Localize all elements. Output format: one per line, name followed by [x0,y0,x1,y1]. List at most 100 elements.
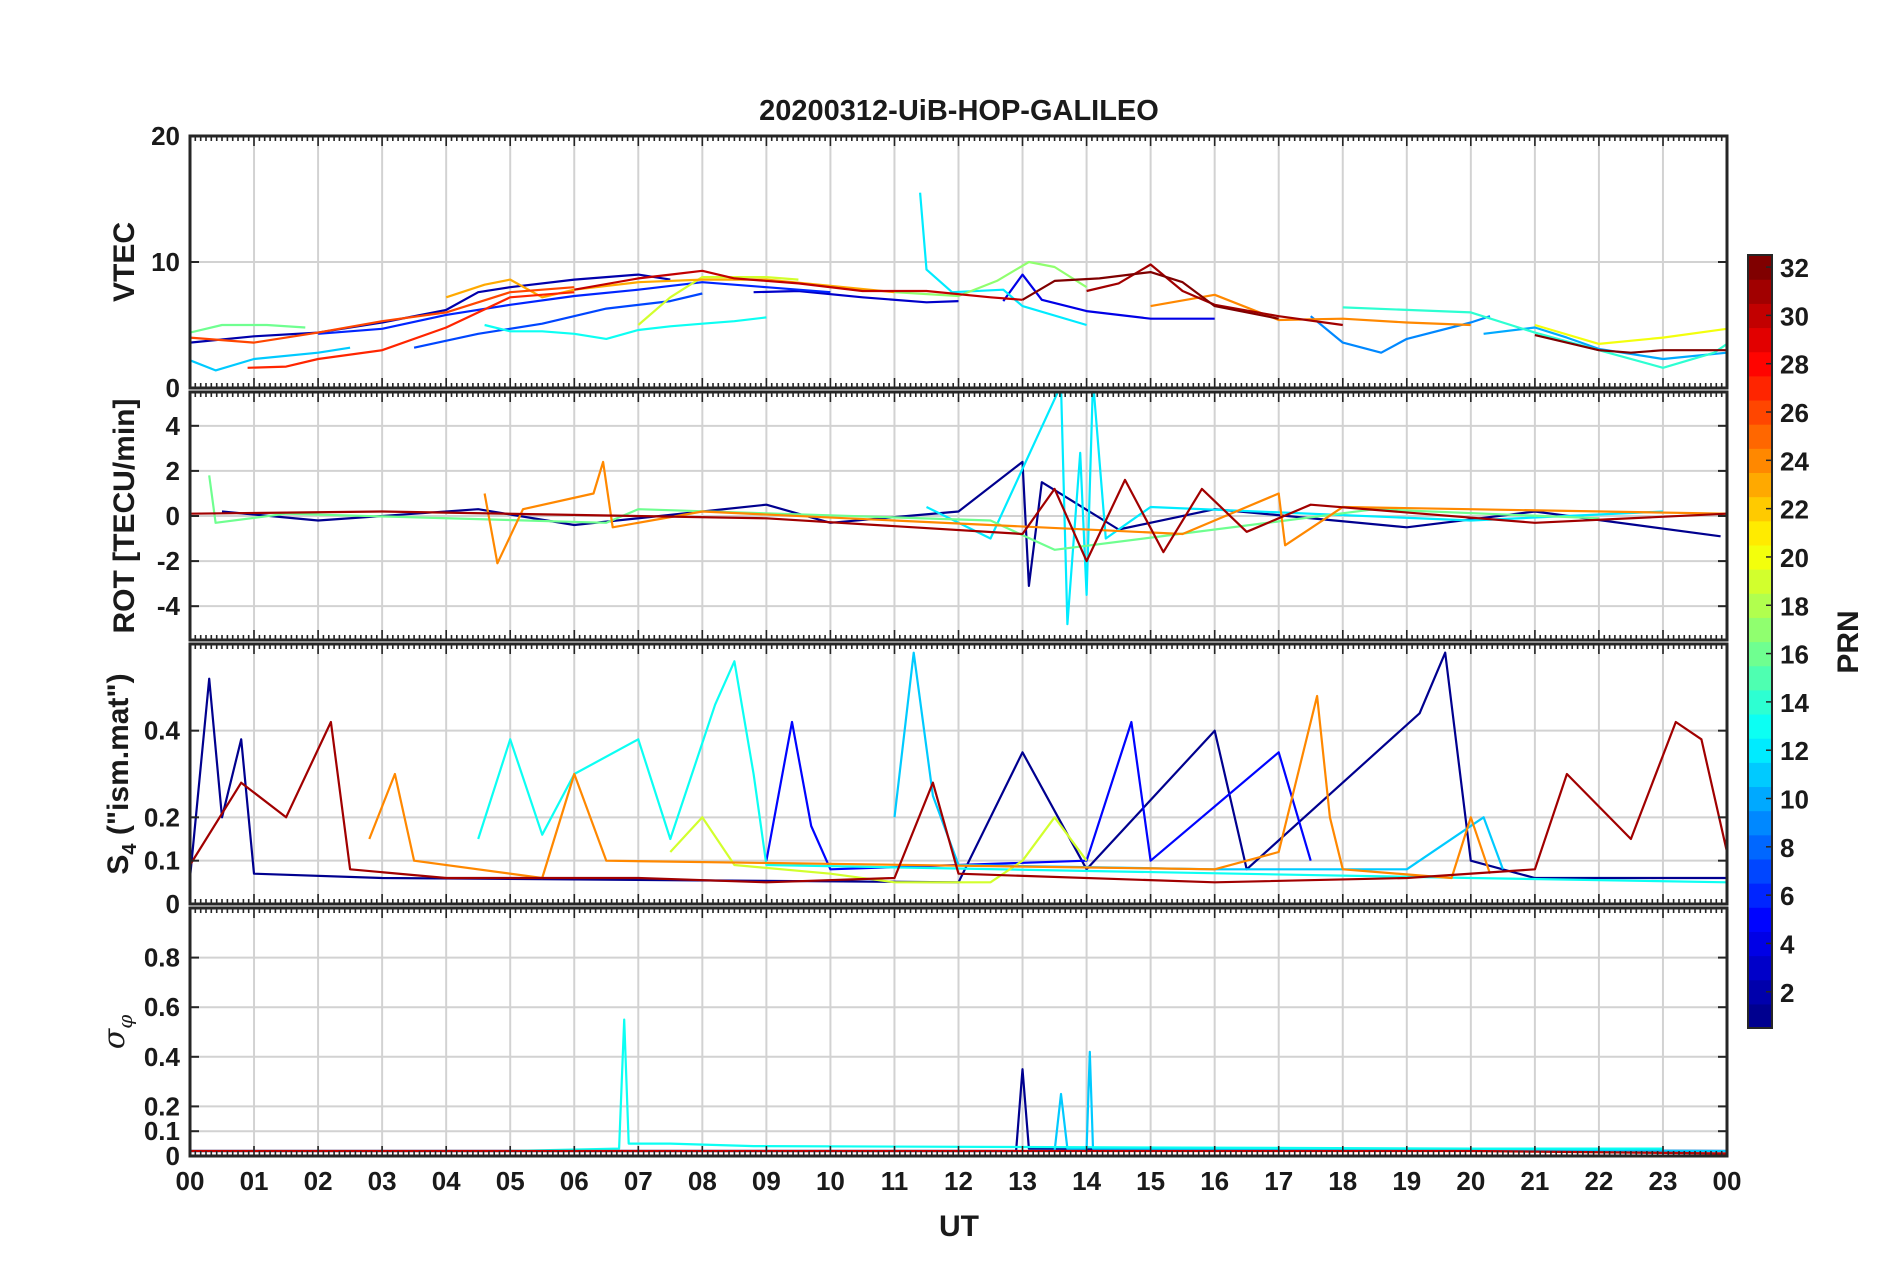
series-prn-4 [1002,273,1215,320]
x-tick-label: 22 [1584,1166,1613,1196]
x-tick-label: 14 [1072,1166,1101,1196]
x-tick-label: 02 [304,1166,333,1196]
colorbar-swatch [1748,810,1772,836]
colorbar-swatch [1748,424,1772,449]
colorbar-swatch [1748,713,1772,739]
x-tick-label: 06 [560,1166,589,1196]
y-tick-label: 0.4 [144,716,181,746]
colorbar-tick-label: 18 [1780,591,1809,621]
series-prn-7 [413,292,703,349]
colorbar-swatch [1748,472,1772,498]
colorbar-swatch [1748,520,1772,546]
colorbar-tick-label: 2 [1780,978,1794,1008]
colorbar-tick-label: 10 [1780,785,1809,815]
y-tick-label: 4 [166,411,181,441]
series-prn-31 [1086,263,1343,327]
x-tick-marks [189,136,1728,388]
y-axis-label: σφ [97,1015,137,1050]
series-prn-32 [1021,271,1279,320]
x-tick-label: 03 [368,1166,397,1196]
colorbar-tick-label: 14 [1780,688,1809,718]
y-tick-label: 0.4 [144,1042,181,1072]
series-prn-14 [1342,306,1727,369]
x-tick-label: 07 [624,1166,653,1196]
y-tick-label: 2 [166,456,180,486]
x-tick-label: 09 [752,1166,781,1196]
panel-sigma_phi: 00.10.2 0.4 0.6 0.8 σφ 00 01 02 03 04 05 06 07 08 09 10… [97,906,1742,1196]
y-tick-label: -2 [157,546,180,576]
x-tick-label: 10 [816,1166,845,1196]
series-prn-32 [1534,334,1727,354]
x-tick-label: 12 [944,1166,973,1196]
x-tick-label: 08 [688,1166,717,1196]
panel-rot: -4 -2 0 2 4 ROT [TECU/min] [108,390,1729,642]
y-tick-label: 0.2 [144,1091,180,1121]
colorbar-tick-label: 24 [1780,446,1809,476]
colorbar-label: PRN [1832,610,1865,673]
y-tick-label: 20 [151,121,180,151]
series-prn-31 [190,478,1727,563]
series-prn-2 [190,273,671,344]
y-tick-label: 0.6 [144,992,180,1022]
colorbar-tick-label: 20 [1780,543,1809,573]
x-axis-label: UT [939,1210,979,1243]
colorbar-tick-label: 16 [1780,640,1809,670]
series-prn-31 [190,720,1727,884]
colorbar-swatch [1748,955,1772,981]
series-prn-11 [190,1050,1727,1153]
x-tick-marks [189,644,1728,904]
panel-vtec: 0 10 20 VTEC [108,121,1729,403]
series-prn-19 [669,816,1088,884]
series-prn-9 [1310,315,1491,354]
colorbar-swatch [1748,665,1772,691]
y-tick-label: 0.1 [144,1116,180,1146]
series-prn-13 [510,1018,1663,1153]
series-prn-30 [574,269,1023,301]
series-prn-3 [753,289,959,304]
colorbar-frame [1747,254,1773,1029]
colorbar-swatch [1748,858,1772,884]
series-prn-16 [190,323,306,334]
rot-traces [190,392,1727,626]
y-tick-label: 0.8 [144,943,180,973]
colorbar-tick-label: 30 [1780,301,1809,331]
colorbar-tick-label: 28 [1780,350,1809,380]
y-tick-label: 0 [166,1141,180,1171]
colorbar-tick-label: 26 [1780,398,1809,428]
colorbar-tick-label: 4 [1780,929,1795,959]
y-tick-label: 0.1 [144,846,180,876]
y-tick-label: -4 [157,591,181,621]
colorbar-tick-label: 22 [1780,495,1809,525]
series-prn-17 [894,260,1088,298]
series-prn-26 [190,286,575,344]
x-tick-label: 23 [1648,1166,1677,1196]
colorbar-tick-label: 12 [1780,736,1809,766]
x-tick-label: 21 [1520,1166,1549,1196]
colorbar-swatch [1748,375,1772,401]
colorbar-swatch [1748,762,1772,788]
series-prn-24 [1150,293,1471,327]
series-prn-6 [318,281,831,335]
series-prn-20 [1534,323,1727,345]
x-tick-label: 17 [1264,1166,1293,1196]
series-prn-11 [190,346,351,372]
colorbar-tick-label: 32 [1780,253,1809,283]
x-tick-label: 19 [1392,1166,1421,1196]
y-tick-label: 10 [151,247,180,277]
x-tick-label: 00 [1713,1166,1742,1196]
y-tick-label: 0 [166,889,180,919]
x-tick-label: 13 [1008,1166,1037,1196]
colorbar-tick-label: 6 [1780,881,1794,911]
colorbar-swatch [1748,569,1772,594]
s4-traces [190,651,1727,884]
x-tick-label: 20 [1456,1166,1485,1196]
series-prn-13 [484,316,767,340]
x-tick-label: 18 [1328,1166,1357,1196]
series-prn-10 [1483,326,1727,361]
series-prn-27 [247,291,575,369]
x-tick-marks [189,392,1728,640]
